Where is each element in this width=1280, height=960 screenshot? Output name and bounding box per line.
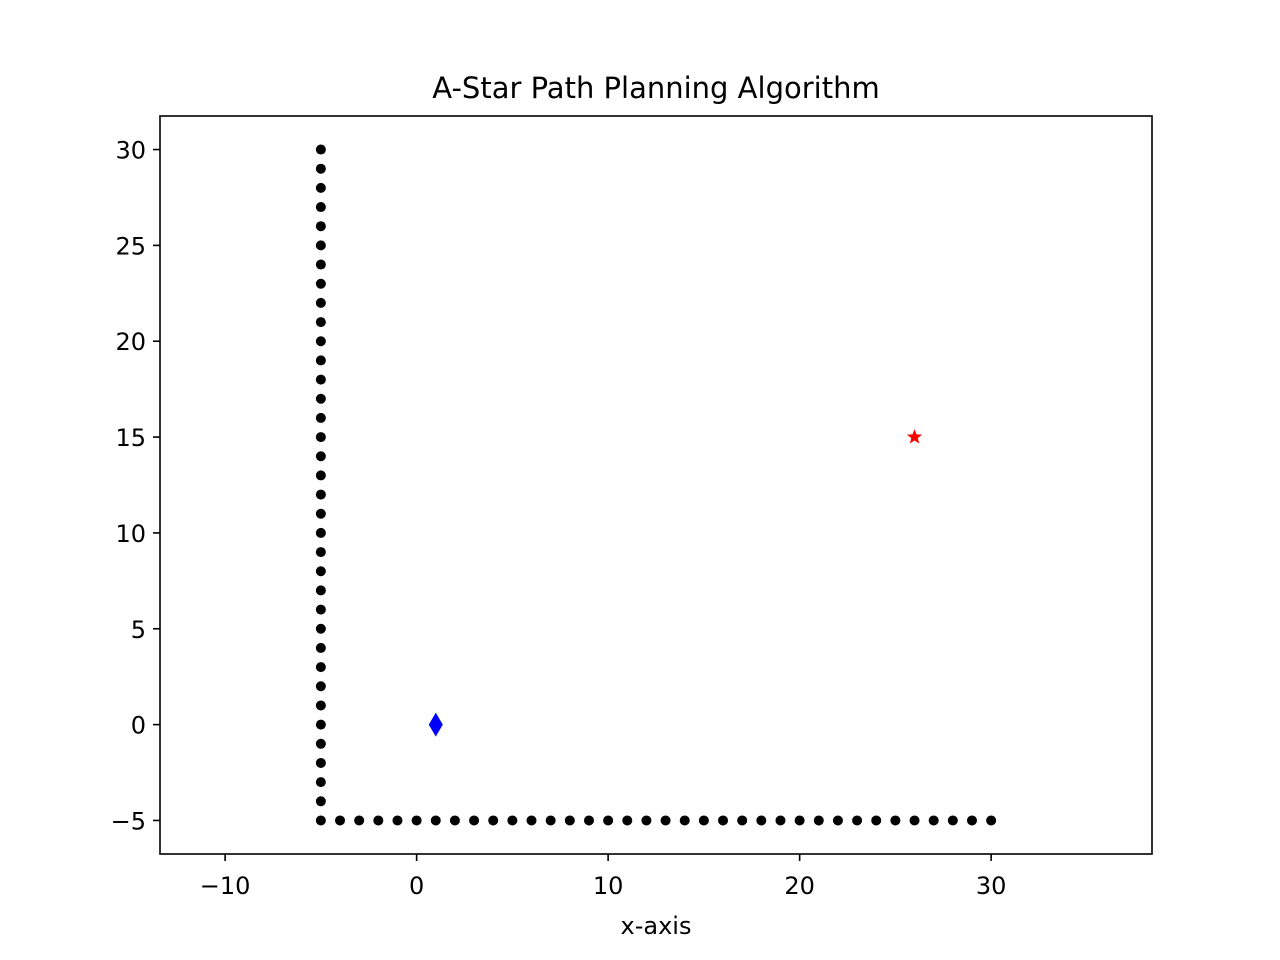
y-tick-label: 15	[115, 424, 146, 452]
y-tick-label: 5	[131, 616, 146, 644]
x-tick-label: 0	[409, 872, 424, 900]
obstacle-point	[315, 317, 326, 328]
obstacle-point	[315, 604, 326, 615]
obstacle-point	[315, 240, 326, 251]
obstacle-point	[315, 642, 326, 653]
obstacle-point	[679, 815, 690, 826]
obstacle-point	[488, 815, 499, 826]
obstacle-point	[315, 700, 326, 711]
obstacle-point	[315, 163, 326, 174]
obstacle-point	[315, 182, 326, 193]
obstacle-point	[315, 527, 326, 538]
obstacle-point	[832, 815, 843, 826]
obstacle-point	[641, 815, 652, 826]
obstacle-point	[315, 144, 326, 155]
obstacle-point	[315, 662, 326, 673]
obstacle-point	[526, 815, 537, 826]
obstacle-point	[737, 815, 748, 826]
start-point-marker	[428, 712, 443, 737]
obstacle-point	[315, 393, 326, 404]
y-tick-label: 10	[115, 520, 146, 548]
obstacle-point	[373, 815, 384, 826]
chart-title: A-Star Path Planning Algorithm	[432, 71, 879, 105]
obstacle-point	[698, 815, 709, 826]
obstacle-point	[315, 297, 326, 308]
obstacle-point	[315, 815, 326, 826]
obstacle-point	[469, 815, 480, 826]
x-axis-ticks: −10 0 10 20 30	[200, 854, 1007, 900]
obstacle-point	[315, 412, 326, 423]
obstacle-point	[775, 815, 786, 826]
obstacle-point	[718, 815, 729, 826]
obstacle-point	[315, 451, 326, 462]
obstacle-point	[315, 585, 326, 596]
obstacle-point	[392, 815, 403, 826]
y-tick-label: −5	[111, 807, 146, 835]
goal-point-marker	[906, 429, 923, 444]
obstacle-point	[315, 336, 326, 347]
obstacle-point	[756, 815, 767, 826]
obstacle-point	[871, 815, 882, 826]
obstacle-point	[315, 259, 326, 270]
obstacle-point	[986, 815, 997, 826]
obstacle-point	[315, 355, 326, 366]
x-tick-label: 30	[976, 872, 1007, 900]
obstacle-point	[315, 719, 326, 730]
obstacle-point	[430, 815, 441, 826]
obstacle-point	[315, 278, 326, 289]
obstacle-point	[966, 815, 977, 826]
obstacle-point	[411, 815, 422, 826]
obstacle-point	[315, 221, 326, 232]
obstacle-point	[315, 796, 326, 807]
y-axis-ticks: −5 0 5 10 15 20 25 30	[111, 137, 160, 835]
obstacle-point	[315, 470, 326, 481]
obstacle-point	[315, 202, 326, 213]
obstacle-point	[852, 815, 863, 826]
obstacle-point	[315, 681, 326, 692]
obstacle-point	[583, 815, 594, 826]
obstacle-point	[890, 815, 901, 826]
x-axis-label: x-axis	[621, 912, 692, 940]
obstacle-point	[622, 815, 633, 826]
obstacle-point	[660, 815, 671, 826]
obstacle-point	[315, 777, 326, 788]
x-tick-label: 10	[593, 872, 624, 900]
obstacle-point	[315, 432, 326, 443]
y-tick-label: 20	[115, 328, 146, 356]
obstacle-point	[315, 508, 326, 519]
obstacle-point	[909, 815, 920, 826]
obstacle-point	[603, 815, 614, 826]
axes-frame	[159, 115, 1153, 855]
x-tick-label: −10	[200, 872, 251, 900]
y-tick-label: 30	[115, 137, 146, 165]
obstacle-point	[315, 489, 326, 500]
y-tick-label: 25	[115, 232, 146, 260]
obstacle-point	[315, 738, 326, 749]
obstacle-point	[315, 566, 326, 577]
data-marks	[315, 144, 997, 826]
obstacle-point	[507, 815, 518, 826]
obstacle-point	[315, 757, 326, 768]
obstacle-point	[315, 547, 326, 558]
obstacle-point	[928, 815, 939, 826]
obstacle-point	[315, 374, 326, 385]
obstacle-point	[335, 815, 346, 826]
obstacle-point	[813, 815, 824, 826]
obstacle-point	[947, 815, 958, 826]
obstacle-point	[794, 815, 805, 826]
obstacle-point	[354, 815, 365, 826]
y-tick-label: 0	[131, 712, 146, 740]
obstacle-point	[564, 815, 575, 826]
obstacle-point	[545, 815, 556, 826]
x-tick-label: 20	[784, 872, 815, 900]
obstacle-point	[449, 815, 460, 826]
obstacle-point	[315, 623, 326, 634]
